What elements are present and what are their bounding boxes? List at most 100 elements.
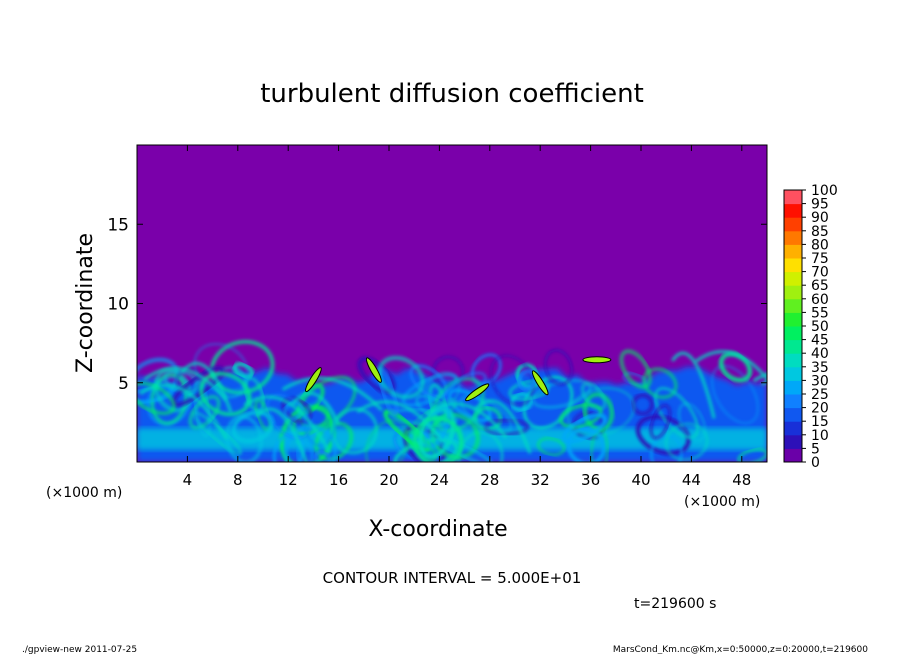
y-tick-label: 5	[118, 374, 129, 394]
colorbar-swatch	[784, 434, 802, 449]
eddy	[303, 400, 336, 447]
y-tick-label: 15	[107, 215, 129, 235]
x-tick-label: 48	[732, 471, 751, 489]
y-axis-ticks: 5 10 15	[107, 215, 767, 394]
colorbar-label: 100	[811, 183, 838, 199]
colorbar-label: 75	[811, 251, 829, 267]
eddy	[431, 376, 485, 433]
swirl-arc	[281, 376, 383, 412]
eddy	[580, 381, 607, 411]
colorbar-swatch	[784, 366, 802, 381]
time-label: t=219600 s	[634, 596, 716, 612]
x-tick-label: 20	[379, 471, 398, 489]
x-tick-label: 40	[631, 471, 650, 489]
colorbar-swatch	[784, 448, 802, 463]
colorbar-swatch	[784, 271, 802, 286]
colorbar-swatch	[784, 394, 802, 409]
x-tick-label: 8	[233, 471, 243, 489]
swirl-arc	[291, 391, 341, 426]
colorbar-label: 40	[811, 346, 829, 362]
eddy	[383, 409, 432, 453]
y-axis-label: Z-coordinate	[73, 233, 98, 373]
colorbar-label: 35	[811, 360, 829, 376]
eddy	[232, 362, 254, 379]
colorbar-label: 55	[811, 305, 829, 321]
swirl-arc	[473, 399, 532, 454]
colorbar-swatch	[784, 339, 802, 354]
colorbar-swatch	[784, 285, 802, 300]
x-tick-label: 4	[183, 471, 193, 489]
eddy	[642, 367, 678, 399]
contour-interval-note: CONTOUR INTERVAL = 5.000E+01	[323, 569, 582, 587]
colorbar-swatch	[784, 326, 802, 341]
colorbar-label: 95	[811, 197, 829, 213]
x-axis-ticks: 4 8 12 16 20 24 28 32 36 40 44 48	[183, 145, 751, 489]
colorbar-swatch	[784, 203, 802, 218]
eddy	[296, 440, 314, 462]
swirl-arc	[243, 395, 332, 454]
x-tick-label: 24	[430, 471, 449, 489]
colorbar-swatch	[784, 312, 802, 327]
x-tick-label: 36	[581, 471, 600, 489]
eddy	[678, 402, 706, 442]
x-unit-left: (×1000 m)	[46, 485, 122, 501]
colorbar-label: 5	[811, 441, 820, 457]
colorbar-swatch	[784, 230, 802, 245]
eddy	[137, 381, 176, 415]
chart-title: turbulent diffusion coefficient	[260, 79, 644, 109]
peak-contour	[531, 370, 549, 396]
eddy	[544, 348, 574, 386]
colorbar-label: 30	[811, 373, 829, 389]
colorbar-label: 50	[811, 319, 829, 335]
eddy	[331, 407, 378, 455]
eddy	[566, 427, 606, 462]
colorbar-label: 60	[811, 292, 829, 308]
colorbar-swatch	[784, 421, 802, 436]
swirl-arc	[143, 366, 228, 402]
colorbar-label: 90	[811, 210, 829, 226]
x-axis-label: X-coordinate	[368, 517, 507, 542]
footer-left: ./gpview-new 2011-07-25	[22, 645, 137, 654]
colorbar-swatch	[784, 353, 802, 368]
colorbar-label: 80	[811, 237, 829, 253]
eddy	[649, 404, 671, 440]
swirl-arc	[254, 407, 308, 462]
colorbar-label: 20	[811, 401, 829, 417]
colorbar-swatch	[784, 380, 802, 395]
colorbar-swatch	[784, 244, 802, 259]
swirl-arc	[139, 383, 228, 440]
turbulent-layer	[137, 339, 767, 462]
swirl-arc	[752, 372, 767, 383]
colorbar-label: 10	[811, 428, 829, 444]
eddy	[562, 413, 607, 444]
colorbar-swatch	[784, 298, 802, 313]
colorbar-label: 15	[811, 414, 829, 430]
eddy	[377, 355, 425, 400]
eddy	[279, 404, 336, 462]
eddy	[537, 437, 565, 456]
colorbar-swatch	[784, 407, 802, 422]
eddy	[619, 349, 652, 390]
eddy	[412, 416, 464, 462]
swirl-arc	[425, 402, 508, 439]
swirl-arc	[356, 400, 444, 444]
eddy	[654, 387, 699, 439]
eddy	[566, 387, 635, 437]
x-tick-label: 28	[480, 471, 499, 489]
colorbar-label: 70	[811, 265, 829, 281]
colorbar: 0510152025303540455055606570758085909510…	[783, 183, 838, 471]
colorbar-swatch	[784, 217, 802, 232]
eddy	[582, 392, 615, 432]
colorbar-label: 45	[811, 333, 829, 349]
peak-contour	[305, 367, 322, 393]
colorbar-label: 85	[811, 224, 829, 240]
x-unit-right: (×1000 m)	[684, 494, 760, 510]
colorbar-label: 0	[811, 455, 820, 471]
x-tick-label: 12	[279, 471, 298, 489]
colorbar-swatch	[784, 190, 802, 205]
eddy	[664, 422, 709, 461]
eddy	[531, 379, 592, 409]
x-tick-label: 32	[531, 471, 550, 489]
